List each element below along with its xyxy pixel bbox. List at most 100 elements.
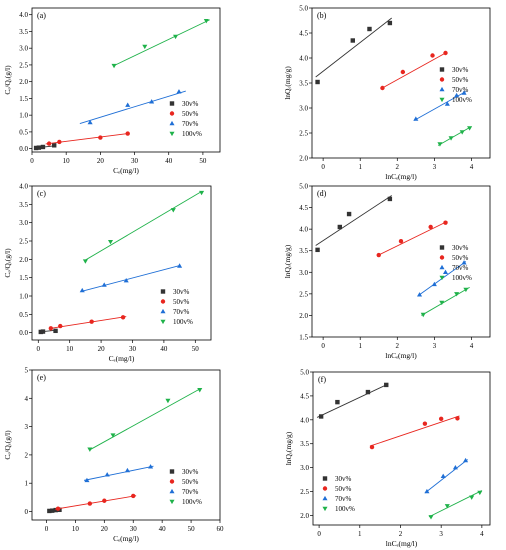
data-point-100vpct (142, 44, 148, 50)
data-point-50vpct (438, 416, 444, 422)
y-tick-label: 2.5 (299, 290, 308, 298)
data-point-50vpct (376, 252, 381, 258)
fit-line-50vpct (380, 51, 448, 90)
x-tick-label: 50 (199, 157, 207, 165)
x-tick-label: 3 (439, 530, 443, 538)
legend-marker (169, 479, 175, 484)
y-tick-label: 3.5 (19, 201, 28, 209)
data-point-100vpct (428, 515, 434, 520)
data-point-30vpct (53, 507, 58, 513)
legend-marker (169, 120, 175, 126)
legend-marker (160, 319, 166, 325)
x-tick-label: 20 (98, 345, 106, 353)
data-point-70vpct (149, 99, 155, 104)
fit-line-100vpct (85, 191, 202, 261)
x-tick-label: 10 (66, 345, 74, 353)
data-point-50vpct (400, 69, 406, 75)
plot-frame (31, 185, 212, 341)
y-tick-label: 2.0 (300, 512, 309, 520)
data-point-100vpct (107, 239, 114, 245)
fit-line-70vpct (83, 465, 154, 481)
x-tick-label: 4 (480, 530, 484, 538)
data-point-100vpct (170, 208, 176, 213)
y-tick-label: 0.5 (19, 128, 28, 136)
y-tick-label: 2.0 (299, 155, 308, 163)
legend-marker (169, 469, 175, 474)
data-point-100vpct (203, 18, 209, 24)
y-tick-label: 2.0 (19, 78, 28, 86)
legend-marker (169, 131, 175, 137)
data-point-30vpct (315, 247, 320, 253)
data-point-30vpct (346, 211, 352, 217)
data-point-70vpct (440, 473, 446, 478)
x-tick-label: 0 (37, 345, 41, 353)
legend-marker (160, 289, 166, 294)
legend-label: 100v% (182, 498, 202, 506)
chart-panel-1: 0 10 20 30 40 50 0.0 0.5 1.0 1.5 2.0 2.5 3.0 3.5 4.0 (a… (3, 7, 221, 175)
y-tick-label: 0 (25, 508, 29, 516)
data-point-30vpct (47, 508, 52, 514)
y-tick-label: 3.5 (300, 440, 309, 448)
y-tick-label: 2.5 (19, 61, 28, 69)
data-point-70vpct (461, 260, 467, 265)
data-point-30vpct (318, 414, 324, 419)
x-axis-label: lnCₑ(mg/l) (385, 351, 417, 360)
legend-marker (439, 275, 445, 281)
data-point-100vpct (463, 287, 469, 293)
fit-line-100vpct (113, 19, 210, 67)
data-point-70vpct (444, 101, 450, 106)
y-tick-label: 3.0 (299, 105, 308, 113)
y-tick-label: 4.5 (299, 30, 308, 38)
data-point-50vpct (125, 131, 130, 136)
y-tick-label: 1.5 (19, 274, 28, 282)
data-point-70vpct (104, 472, 110, 477)
data-point-70vpct (79, 287, 85, 293)
legend-label: 70v% (452, 86, 469, 94)
y-tick-label: 2.5 (300, 488, 309, 496)
data-point-30vpct (335, 399, 340, 405)
y-tick-label: 1.0 (19, 112, 28, 120)
data-point-100vpct (165, 398, 171, 404)
data-point-50vpct (46, 141, 52, 146)
x-tick-label: 0 (321, 163, 325, 171)
data-point-100vpct (110, 433, 116, 438)
data-point-100vpct (444, 504, 450, 509)
x-tick-label: 60 (217, 525, 225, 533)
x-tick-label: 40 (165, 157, 173, 165)
plot-frame (311, 185, 491, 338)
fit-line-50vpct (376, 220, 448, 257)
data-point-50vpct (443, 50, 448, 56)
y-tick-label: 3.5 (19, 28, 28, 36)
x-tick-label: 30 (131, 157, 139, 165)
y-tick-label: 1.5 (19, 95, 28, 103)
legend-label: 70v% (173, 308, 190, 316)
fit-line-100vpct (437, 126, 472, 146)
y-tick-label: 3.0 (19, 219, 28, 227)
data-point-30vpct (53, 328, 58, 334)
fit-line-70vpct (424, 459, 468, 494)
x-tick-label: 1 (358, 530, 362, 538)
data-point-70vpct (177, 263, 183, 268)
legend-label: 50v% (182, 478, 199, 486)
y-tick-label: 3.0 (19, 45, 28, 53)
data-point-100vpct (454, 292, 460, 297)
x-tick-label: 3 (433, 342, 437, 350)
panel-label: (e) (37, 373, 46, 382)
legend-label: 100v% (452, 274, 472, 282)
data-point-30vpct (387, 196, 393, 202)
data-point-50vpct (120, 315, 126, 320)
x-tick-label: 0 (317, 530, 321, 538)
x-axis-label: Cₑ(mg/l) (113, 166, 139, 175)
y-axis-label: Cₑ/Qₑ(g/l) (3, 430, 12, 460)
fit-line-30vpct (315, 195, 392, 246)
y-axis-label: Cₑ/Qₑ(g/l) (3, 65, 12, 95)
y-tick-label: 4.5 (299, 204, 308, 212)
panel-label: (b) (317, 11, 327, 20)
legend-label: 70v% (182, 120, 199, 128)
data-point-100vpct (199, 190, 205, 196)
legend-marker (439, 67, 445, 72)
legend-label: 50v% (173, 298, 190, 306)
legend: 30v% 50v% 70v% 100v% (439, 66, 472, 104)
y-tick-label: 5 (25, 367, 29, 375)
data-point-50vpct (455, 416, 460, 421)
